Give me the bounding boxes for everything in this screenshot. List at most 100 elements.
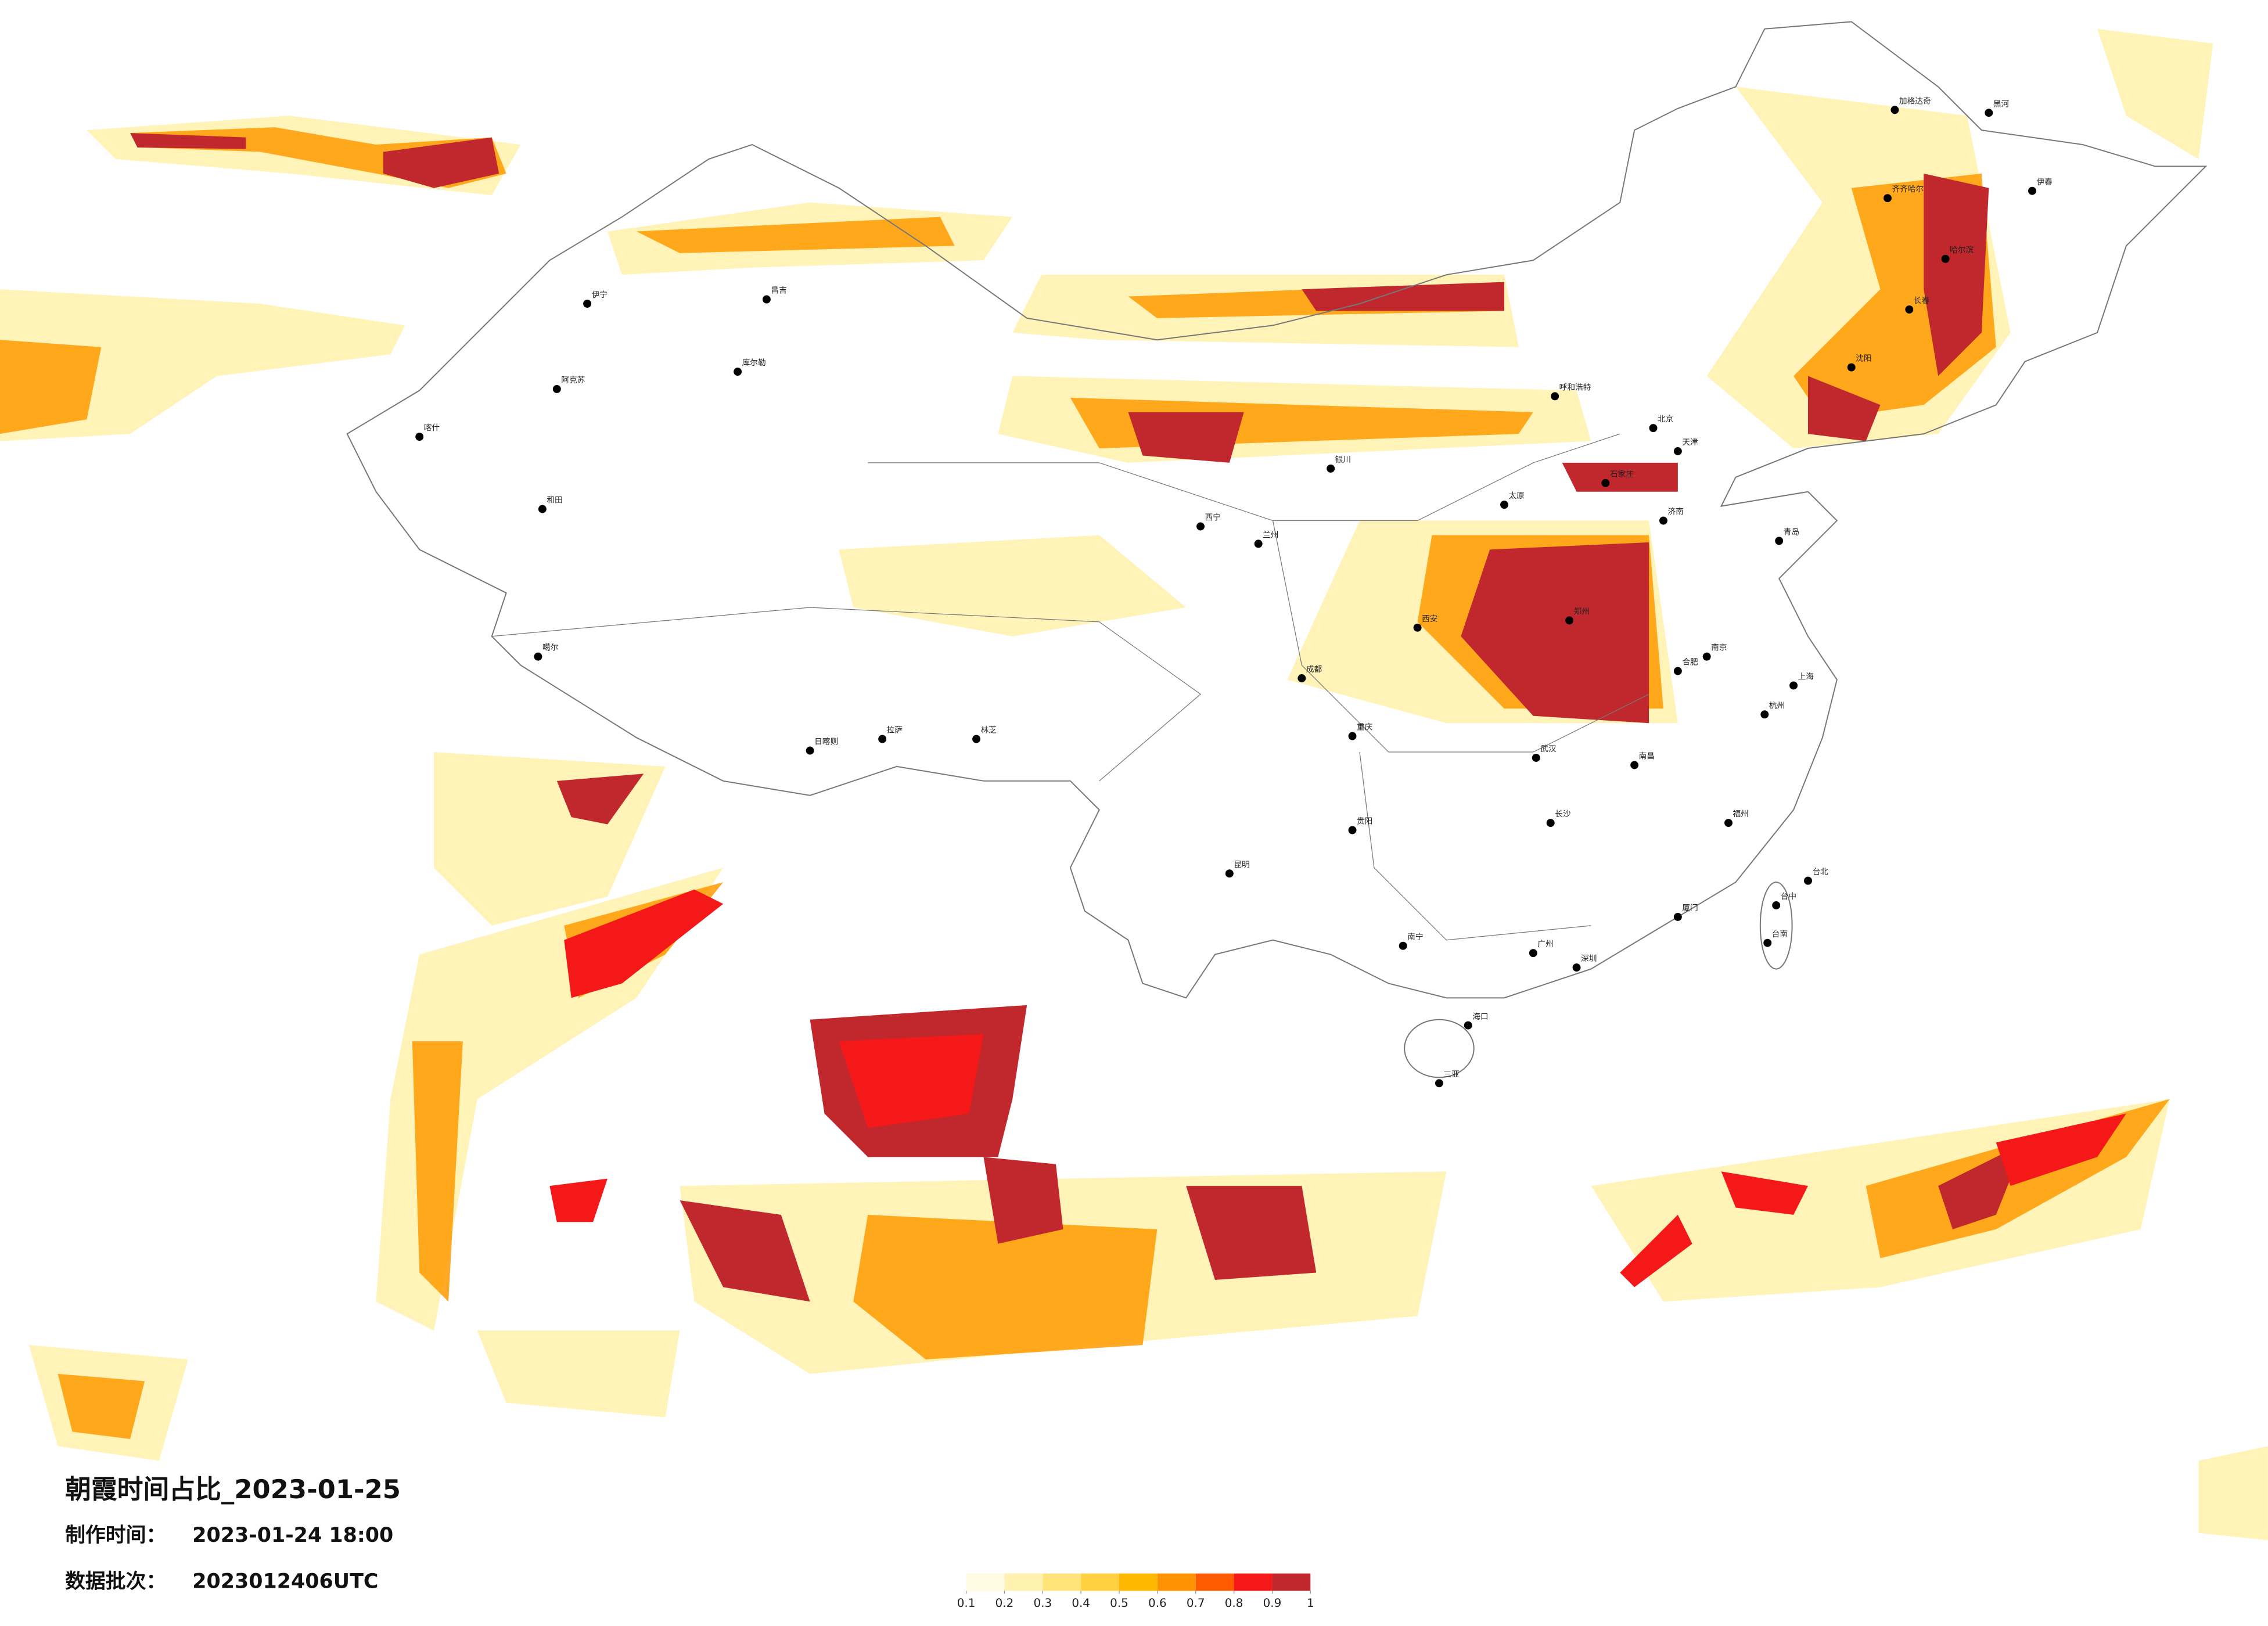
city-dot <box>1630 761 1639 769</box>
city-label: 林芝 <box>980 726 997 735</box>
city-dot <box>972 735 980 743</box>
city-label: 武汉 <box>1540 744 1557 754</box>
city-dot <box>734 368 742 376</box>
city-dot <box>1413 623 1422 632</box>
city-dot <box>1565 616 1574 625</box>
made-label: 制作时间： <box>65 1524 166 1547</box>
city-label: 伊宁 <box>592 290 608 300</box>
batch-label: 数据批次： <box>65 1570 166 1593</box>
city-dot <box>878 735 887 743</box>
city-label: 台南 <box>1772 930 1788 939</box>
colorbar-label: 0.7 <box>1187 1596 1205 1610</box>
colorbar-label: 0.9 <box>1263 1596 1282 1610</box>
city-label: 呼和浩特 <box>1559 383 1591 392</box>
city-label: 厦门 <box>1682 904 1698 913</box>
city-dot <box>1649 424 1658 433</box>
colorbar-label: 1 <box>1307 1596 1314 1610</box>
city-dot <box>2028 186 2036 195</box>
boundaries <box>346 21 2208 1078</box>
city-label: 青岛 <box>1784 527 1799 537</box>
colorbar-swatch <box>1234 1573 1273 1591</box>
city-dot <box>1551 392 1559 401</box>
batch-value: 2023012406UTC <box>192 1570 378 1593</box>
city-dot <box>1399 941 1407 950</box>
colorbar-swatch <box>1004 1573 1043 1591</box>
city-dot <box>552 384 561 393</box>
city-label: 加格达奇 <box>1899 96 1931 106</box>
city-dot <box>1659 516 1667 525</box>
city-dot <box>1297 674 1306 682</box>
city-label: 哈尔滨 <box>1950 246 1974 255</box>
colorbar-label: 0.1 <box>957 1596 976 1610</box>
city-dot <box>1673 912 1682 921</box>
city-dot <box>1464 1021 1472 1030</box>
city-dot <box>1847 363 1856 372</box>
city-dot <box>1348 826 1357 834</box>
city-label: 南昌 <box>1639 751 1655 761</box>
city-label: 黑河 <box>1993 99 2010 109</box>
city-label: 拉萨 <box>887 726 903 735</box>
city-dot <box>1804 876 1812 885</box>
city-dot <box>1572 963 1581 972</box>
made-time: 2023-01-24 18:00 <box>192 1524 393 1547</box>
colorbar-swatch <box>1081 1573 1120 1591</box>
city-label: 银川 <box>1335 455 1351 465</box>
colorbar-label: 0.8 <box>1225 1596 1243 1610</box>
city-label: 郑州 <box>1574 607 1590 616</box>
city-dot <box>1772 901 1781 909</box>
city-dot <box>1941 254 1950 263</box>
colorbar-swatch <box>1157 1573 1196 1591</box>
city-label: 济南 <box>1667 508 1683 517</box>
city-dot <box>762 295 771 304</box>
city-dot <box>1327 464 1335 473</box>
colorbar: 0.1 0.2 0.3 0.4 0.5 0.6 0.7 0.8 0.9 1 <box>957 1573 1314 1610</box>
city-label: 上海 <box>1798 672 1814 682</box>
city-dot <box>1890 106 1899 114</box>
city-label: 西安 <box>1422 614 1437 624</box>
city-dot <box>1225 869 1234 878</box>
colorbar-swatch <box>966 1573 1005 1591</box>
city-label: 重庆 <box>1357 723 1373 732</box>
city-dot <box>1789 681 1798 690</box>
city-dot <box>1532 753 1540 762</box>
city-label: 噶尔 <box>542 643 559 653</box>
city-dot <box>1348 732 1357 740</box>
city-dot <box>1760 710 1769 719</box>
city-label: 贵阳 <box>1357 817 1372 826</box>
city-label: 和田 <box>547 496 562 505</box>
city-label: 昆明 <box>1234 860 1249 869</box>
colorbar-label: 0.5 <box>1110 1596 1128 1610</box>
colorbar-swatch <box>1043 1573 1081 1591</box>
colorbar-label: 0.2 <box>995 1596 1014 1610</box>
city-dot <box>538 505 547 513</box>
city-dot <box>1601 479 1610 487</box>
city-dot <box>1775 537 1784 545</box>
city-label: 阿克苏 <box>561 376 585 385</box>
city-dot <box>1702 652 1711 661</box>
city-label: 兰州 <box>1263 530 1278 539</box>
city-label: 太原 <box>1508 491 1524 501</box>
colorbar-label: 0.3 <box>1033 1596 1052 1610</box>
city-label: 深圳 <box>1581 954 1597 963</box>
city-label: 南宁 <box>1407 932 1423 942</box>
colorbar-label: 0.6 <box>1148 1596 1167 1610</box>
city-label: 杭州 <box>1769 701 1785 710</box>
city-dot <box>1724 819 1733 828</box>
city-label: 海口 <box>1472 1012 1488 1021</box>
city-dot <box>1883 194 1892 203</box>
city-label: 福州 <box>1733 810 1748 819</box>
city-dot <box>1673 667 1682 675</box>
heat-field <box>0 28 2268 1541</box>
city-label: 天津 <box>1682 438 1698 447</box>
city-dot <box>1500 501 1508 509</box>
city-dot <box>1529 949 1537 958</box>
city-dot <box>1763 938 1772 947</box>
colorbar-label: 0.4 <box>1072 1596 1090 1610</box>
city-label: 沈阳 <box>1856 354 1871 364</box>
city-label: 伊春 <box>2036 178 2053 187</box>
city-label: 喀什 <box>424 423 440 433</box>
